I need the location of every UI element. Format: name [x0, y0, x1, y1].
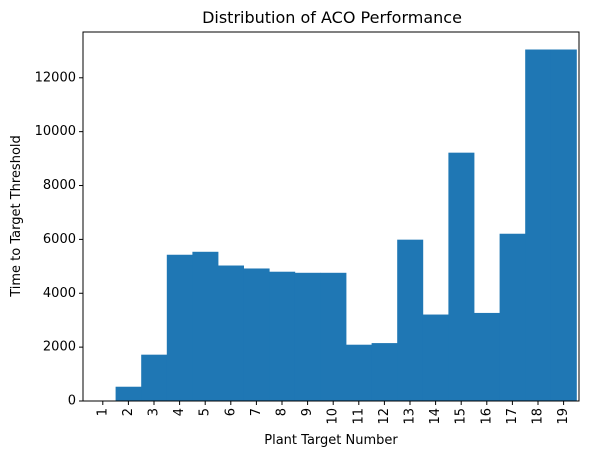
x-tick-label: 8	[275, 408, 290, 416]
x-tick-label: 11	[351, 408, 366, 425]
x-tick-label: 14	[428, 408, 443, 425]
x-tick-label: 6	[223, 408, 238, 416]
bar-17	[499, 233, 526, 401]
y-tick-label: 6000	[43, 232, 76, 247]
y-tick-label: 8000	[43, 178, 76, 193]
x-tick-label: 2	[121, 408, 136, 416]
y-tick-label: 12000	[35, 70, 76, 85]
plot-frame	[82, 31, 580, 402]
x-tick-label: 4	[172, 408, 187, 416]
bar-18	[525, 49, 552, 402]
y-axis-label: Time to Target Threshold	[9, 135, 24, 298]
bar-14	[422, 314, 449, 401]
bar-8	[269, 271, 296, 401]
x-tick-label: 10	[326, 408, 341, 425]
bars	[115, 49, 577, 402]
bar-10	[320, 272, 347, 401]
x-tick-label: 1	[95, 408, 110, 416]
x-tick-label: 9	[300, 408, 315, 416]
bar-3	[141, 354, 168, 401]
y-tick-label: 4000	[43, 286, 76, 301]
y-tick-label: 10000	[35, 124, 76, 139]
chart-title: Distribution of ACO Performance	[202, 8, 462, 27]
x-tick-label: 12	[377, 408, 392, 425]
bar-15	[448, 152, 475, 401]
bar-12	[371, 343, 398, 401]
x-tick-label: 18	[531, 408, 546, 425]
bar-13	[397, 239, 424, 401]
bar-2	[115, 386, 142, 401]
x-tick-label: 16	[479, 408, 494, 425]
bar-4	[166, 254, 193, 401]
x-tick-label: 7	[249, 408, 264, 416]
x-tick-label: 17	[505, 408, 520, 425]
y-tick-label: 0	[68, 394, 76, 409]
bar-6	[218, 265, 244, 401]
x-tick-label: 13	[403, 408, 418, 425]
bar-5	[192, 251, 219, 401]
y-tick-label: 2000	[43, 340, 76, 355]
bar-7	[243, 268, 270, 401]
y-axis-ticks: 0 2000 4000 6000 8000 10000 12000	[35, 70, 83, 409]
x-tick-label: 19	[556, 408, 571, 425]
bar-9	[294, 272, 321, 401]
x-axis-label: Plant Target Number	[264, 433, 398, 448]
x-axis-ticks: 1 2 3 4 5 6 7 8 9 10 11 12 13 14 15 16 17 18 19	[95, 401, 571, 425]
x-tick-label: 3	[147, 408, 162, 416]
x-tick-label: 5	[198, 408, 213, 416]
bar-16	[474, 312, 500, 401]
x-tick-label: 15	[454, 408, 469, 425]
bar-19	[550, 49, 577, 402]
bar-11	[346, 344, 372, 401]
